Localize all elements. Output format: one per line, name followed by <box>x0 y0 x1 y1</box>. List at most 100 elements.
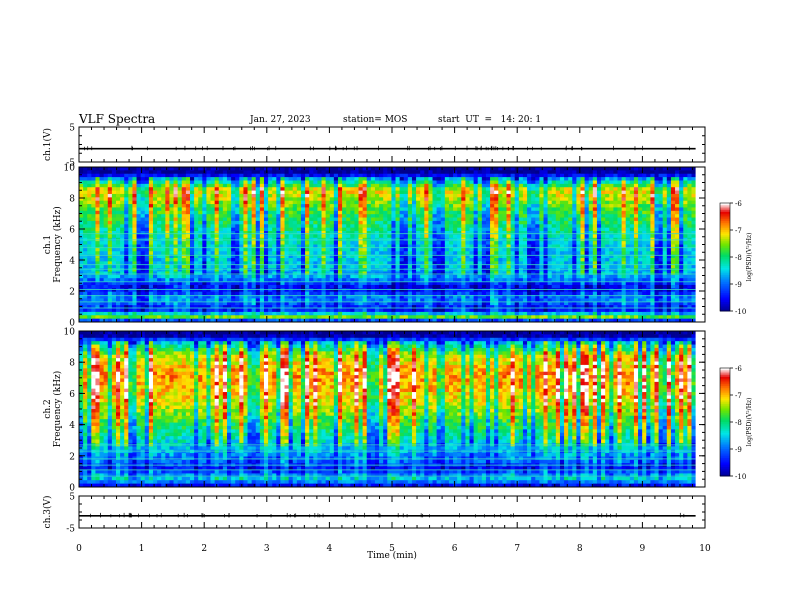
spectrogram-cell <box>165 193 170 198</box>
spectrogram-cell <box>485 311 491 316</box>
spectrogram-cell <box>333 254 339 259</box>
spectrogram-cell <box>120 214 125 218</box>
spectrogram-cell <box>342 264 347 269</box>
spectrogram-cell <box>383 271 388 276</box>
spectrogram-cell <box>477 301 483 306</box>
spectrogram-cell <box>457 187 462 191</box>
spectrogram-cell <box>144 268 150 272</box>
spectrogram-cell <box>366 220 372 225</box>
spectrogram-cell <box>477 274 483 279</box>
spectrogram-cell <box>157 197 162 202</box>
spectrogram-cell <box>346 311 351 316</box>
spectrogram-cell <box>95 305 100 309</box>
spectrogram-cell <box>124 241 129 245</box>
spectrogram-cell <box>469 251 475 256</box>
spectrogram-cell <box>272 187 277 191</box>
spectrogram-cell <box>231 268 236 272</box>
spectrogram-cell <box>473 207 479 212</box>
spectrogram-cell <box>263 291 269 296</box>
spectrogram-cell <box>128 244 133 249</box>
spectrogram-cell <box>140 308 146 313</box>
spectrogram-cell <box>387 224 392 229</box>
spectrogram-cell <box>379 288 384 293</box>
spectrogram-cell <box>235 210 240 215</box>
spectrogram-cell <box>87 268 92 272</box>
spectrogram-cell <box>210 217 216 222</box>
spectrogram-cell <box>403 180 409 185</box>
spectrogram-cell <box>444 234 450 239</box>
spectrogram-cell <box>461 254 466 259</box>
spectrogram-cell <box>444 241 450 245</box>
spectrogram-cell <box>477 204 483 208</box>
spectrogram-cell <box>124 193 129 198</box>
spectrogram-cell <box>116 190 121 195</box>
spectrogram-cell <box>448 301 454 306</box>
spectrogram-cell <box>243 197 248 202</box>
spectrogram-cell <box>485 214 491 218</box>
spectrogram-cell <box>189 261 195 266</box>
spectrogram-cell <box>370 217 376 222</box>
spectrogram-cell <box>194 254 199 259</box>
spectrogram-cell <box>111 177 117 181</box>
spectrogram-cell <box>231 173 236 178</box>
spectrogram-cell <box>325 308 331 313</box>
spectrogram-cell <box>276 301 281 306</box>
spectrogram-cell <box>403 217 409 222</box>
spectrogram-cell <box>461 241 466 245</box>
spectrogram-cell <box>181 197 187 202</box>
spectrogram-cell <box>337 224 343 229</box>
spectrogram-cell <box>354 268 359 272</box>
spectrogram-cell <box>263 204 269 208</box>
spectrogram-cell <box>83 224 88 229</box>
spectrogram-cell <box>284 295 290 299</box>
spectrogram-cell <box>362 224 368 229</box>
spectrogram-cell <box>453 271 458 276</box>
spectrogram-cell <box>206 315 211 320</box>
spectrogram-cell <box>342 197 347 202</box>
spectrogram-cell <box>259 311 265 316</box>
spectrogram-cell <box>91 274 96 279</box>
spectrogram-cell <box>157 241 162 245</box>
spectrogram-cell <box>337 173 343 178</box>
spectrogram-cell <box>432 167 438 171</box>
spectrogram-cell <box>103 315 109 320</box>
spectrogram-cell <box>111 278 117 282</box>
spectrogram-cell <box>140 231 146 235</box>
spectrogram-cell <box>268 167 273 171</box>
spectrogram-cell <box>95 271 100 276</box>
spectrogram-cell <box>457 318 462 323</box>
spectrogram-cell <box>477 281 483 286</box>
spectrogram-cell <box>247 274 253 279</box>
spectrogram-cell <box>243 187 248 191</box>
spectrogram-cell <box>321 227 327 232</box>
spectrogram-cell <box>116 288 121 293</box>
spectrogram-cell <box>95 251 100 256</box>
spectrogram-cell <box>284 204 290 208</box>
spectrogram-cell <box>120 281 125 286</box>
spectrogram-cell <box>173 207 179 212</box>
spectrogram-cell <box>161 244 166 249</box>
spectrogram-cell <box>440 187 446 191</box>
spectrogram-cell <box>354 224 359 229</box>
spectrogram-cell <box>202 197 207 202</box>
spectrogram-cell <box>407 241 413 245</box>
spectrogram-cell <box>107 177 113 181</box>
spectrogram-cell <box>280 251 285 256</box>
spectrogram-cell <box>259 261 265 266</box>
spectrogram-cell <box>411 241 417 245</box>
spectrogram-cell <box>485 193 491 198</box>
spectrogram-cell <box>83 173 88 178</box>
spectrogram-cell <box>313 284 318 289</box>
spectrogram-cell <box>399 207 405 212</box>
spectrogram-cell <box>420 234 425 239</box>
spectrogram-cell <box>189 224 195 229</box>
spectrogram-cell <box>485 281 491 286</box>
spectrogram-cell <box>280 244 285 249</box>
spectrogram-cell <box>436 220 442 225</box>
spectrogram-cell <box>255 291 261 296</box>
spectrogram-cell <box>502 315 507 320</box>
spectrogram-cell <box>185 288 191 293</box>
spectrogram-cell <box>124 284 129 289</box>
spectrogram-cell <box>91 210 96 215</box>
spectrogram-cell <box>296 227 302 232</box>
